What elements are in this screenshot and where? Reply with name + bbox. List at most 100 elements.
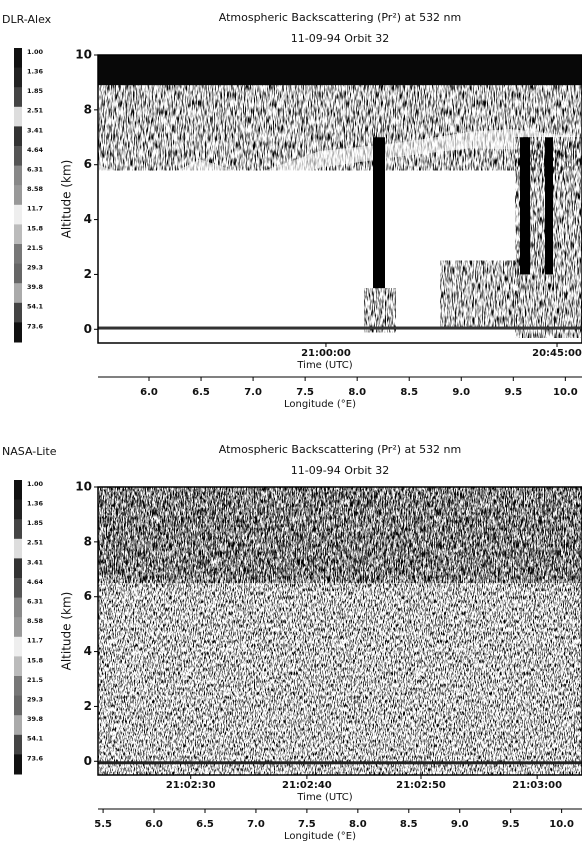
cloud-base: [98, 129, 582, 198]
colorbar-label: 2.51: [27, 539, 44, 547]
x-tick-label: 9.0: [452, 387, 470, 398]
time-tick-label: 21:02:50: [396, 780, 446, 791]
y-tick-label: 6: [84, 589, 92, 603]
colorbar-segment: [14, 87, 22, 108]
colorbar-label: 3.41: [27, 126, 44, 134]
y-tick-label: 0: [84, 322, 92, 336]
colorbar-label: 6.31: [27, 598, 44, 606]
colorbar-segment: [14, 126, 22, 147]
chart-title: Atmospheric Backscattering (Pr²) at 532 …: [219, 443, 462, 456]
time-tick-label: 21:02:40: [282, 780, 332, 791]
ground: [98, 326, 582, 330]
x-tick-label: 7.0: [244, 387, 262, 398]
x-tick-label: 7.5: [298, 819, 316, 830]
colorbar-segment: [14, 519, 22, 540]
colorbar-segment: [14, 558, 22, 579]
colorbar-segment: [14, 165, 22, 186]
ground: [98, 761, 582, 765]
x-tick-label: 6.5: [192, 387, 210, 398]
time-tick-label: 21:02:30: [166, 780, 216, 791]
backscatter-upper: [98, 487, 582, 583]
colorbar-segment: [14, 734, 22, 755]
colorbar-segment: [14, 538, 22, 559]
colorbar-segment: [14, 204, 22, 225]
right-columns: [520, 137, 530, 275]
x-tick-label: 8.0: [348, 387, 366, 398]
colorbar-segment: [14, 480, 22, 501]
colorbar-segment: [14, 106, 22, 127]
y-tick-label: 6: [84, 157, 92, 171]
colorbar-label: 54.1: [27, 303, 44, 311]
y-axis-label: Altitude (km): [60, 592, 74, 671]
colorbar-label: 29.3: [27, 696, 43, 704]
chart-subtitle: 11-09-94 Orbit 32: [291, 464, 389, 477]
y-tick-label: 2: [84, 699, 92, 713]
colorbar-label: 21.5: [27, 244, 44, 252]
plot-frame: [97, 486, 582, 776]
colorbar-label: 2.51: [27, 107, 44, 115]
backscatter-top: [98, 55, 582, 86]
colorbar-label: 15.8: [27, 224, 44, 232]
backscatter-image: [98, 487, 582, 775]
colorbar-segment: [14, 636, 22, 657]
x-tick-label: 9.5: [504, 387, 522, 398]
y-tick-label: 4: [84, 644, 92, 658]
column-base: [364, 288, 396, 333]
colorbar-segment: [14, 224, 22, 245]
chart-title: Atmospheric Backscattering (Pr²) at 532 …: [219, 11, 462, 24]
instrument-label: DLR-Alex: [2, 13, 52, 26]
x-tick-label: 6.0: [140, 387, 158, 398]
colorbar-segment: [14, 578, 22, 599]
x-tick-label: 9.0: [451, 819, 469, 830]
x-tick-label: 5.5: [94, 819, 112, 830]
time-tick-label: 21:03:00: [512, 780, 562, 791]
colorbar-segment: [14, 597, 22, 618]
colorbar-segment: [14, 499, 22, 520]
colorbar-label: 1.00: [27, 48, 44, 56]
colorbar-label: 1.36: [27, 500, 44, 508]
right-columns: [545, 137, 553, 275]
y-tick-label: 4: [84, 212, 92, 226]
colorbar-segment: [14, 656, 22, 677]
colorbar-segment: [14, 676, 22, 697]
time-tick-label: 21:00:00: [301, 348, 351, 359]
instrument-label: NASA-Lite: [2, 445, 57, 458]
low-layer: [440, 260, 520, 330]
colorbar-label: 21.5: [27, 676, 44, 684]
time-tick-label: 20:45:00: [532, 348, 582, 359]
colorbar-segment: [14, 244, 22, 265]
colorbar-segment: [14, 67, 22, 88]
colorbar-label: 15.8: [27, 656, 44, 664]
colorbar-label: 39.8: [27, 715, 44, 723]
colorbar-segment: [14, 617, 22, 638]
y-tick-label: 10: [75, 480, 92, 494]
colorbar-label: 54.1: [27, 735, 44, 743]
colorbar-segment: [14, 322, 22, 343]
time-axis-label: Time (UTC): [296, 360, 352, 371]
colorbar-label: 11.7: [27, 205, 43, 213]
colorbar-segment: [14, 754, 22, 775]
colorbar-label: 4.64: [27, 578, 44, 586]
colorbar-label: 8.58: [27, 617, 44, 625]
time-axis-label: Time (UTC): [296, 792, 352, 803]
colorbar-segment: [14, 695, 22, 716]
y-tick-label: 8: [84, 102, 92, 116]
colorbar-segment: [14, 185, 22, 206]
colorbar-label: 73.6: [27, 754, 44, 762]
chart-subtitle: 11-09-94 Orbit 32: [291, 32, 389, 45]
backscatter-image: [98, 55, 582, 343]
plot-frame: [97, 54, 582, 344]
y-tick-label: 8: [84, 534, 92, 548]
colorbar-label: 39.8: [27, 283, 44, 291]
colorbar-label: 11.7: [27, 637, 43, 645]
y-tick-label: 10: [75, 48, 92, 62]
colorbar-segment: [14, 48, 22, 69]
colorbar-label: 8.58: [27, 185, 44, 193]
x-axis-label: Longitude (°E): [284, 831, 356, 841]
x-tick-label: 8.0: [349, 819, 367, 830]
colorbar-label: 1.85: [27, 87, 44, 95]
colorbar-label: 6.31: [27, 166, 44, 174]
x-tick-label: 10.0: [553, 387, 578, 398]
x-tick-label: 8.5: [400, 819, 418, 830]
colorbar-label: 4.64: [27, 146, 44, 154]
